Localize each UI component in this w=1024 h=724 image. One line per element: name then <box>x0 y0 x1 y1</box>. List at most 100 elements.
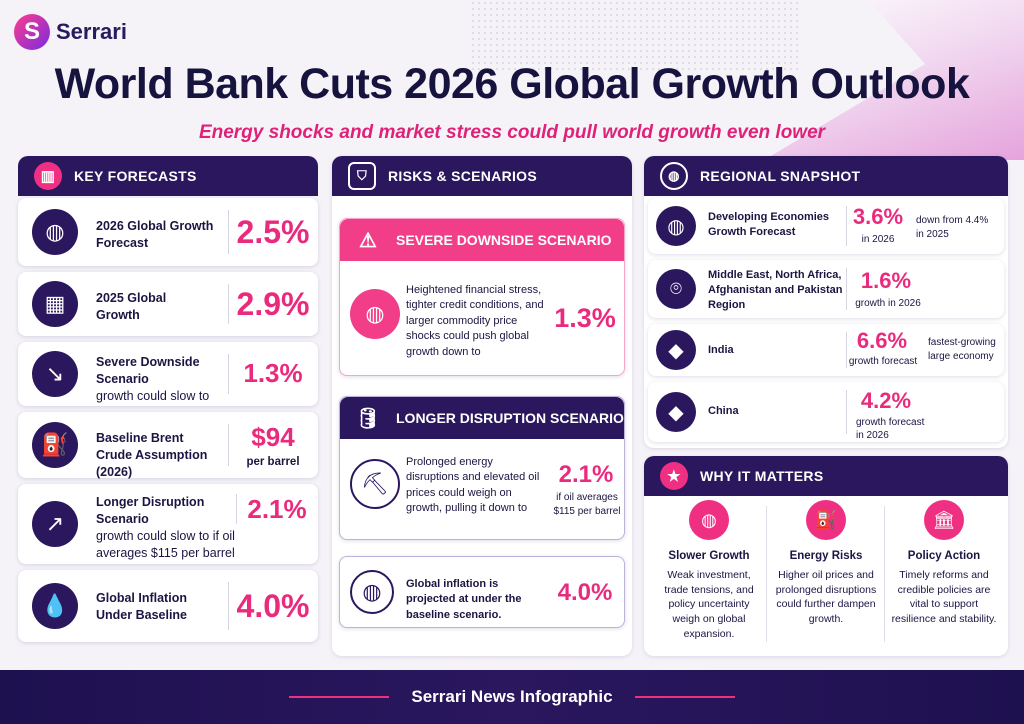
star-icon: ★ <box>660 462 688 490</box>
globe-icon: ◍ <box>689 500 729 540</box>
region-caption: in 2026 <box>861 234 895 245</box>
inflation-text: Global inflation is projected at under t… <box>406 578 522 621</box>
severe-downside-text: Heightened financial stress, tighter cre… <box>406 284 544 358</box>
region-caption: growth forecast in 2026 <box>856 417 925 441</box>
region-label: India <box>708 344 734 356</box>
forecast-label: 2026 Global Growth Forecast <box>96 219 214 250</box>
page-title: World Bank Cuts 2026 Global Growth Outlo… <box>54 60 970 108</box>
why-item-title: Energy Risks <box>789 550 863 562</box>
forecast-label: Baseline Brent Crude Assumption (2026) <box>96 431 208 479</box>
forecast-label: Global Inflation Under Baseline <box>96 591 188 622</box>
oil-barrel-icon: ⛽ <box>32 422 78 468</box>
bank-icon: 🏛 <box>924 500 964 540</box>
china-map-icon: ◆ <box>656 392 696 432</box>
footer-text: Serrari News Infographic <box>411 687 613 706</box>
why-item-title: Slower Growth <box>668 550 750 562</box>
forecast-card-severe-downside: ↘ Severe Downside Scenario growth could … <box>18 342 318 406</box>
forecast-label: Longer Disruption Scenario <box>96 495 205 526</box>
severe-downside-card: ⚠ SEVERE DOWNSIDE SCENARIO ◍ Heightened … <box>339 218 625 376</box>
forecast-unit: per barrel <box>246 456 300 468</box>
severe-downside-heading: SEVERE DOWNSIDE SCENARIO <box>396 232 612 248</box>
footer: Serrari News Infographic <box>0 670 1024 724</box>
shield-icon: ⛉ <box>348 162 376 190</box>
region-caption: growth forecast <box>848 356 918 367</box>
forecast-value: 2.5% <box>236 214 310 250</box>
why-heading: WHY IT MATTERS <box>700 468 824 484</box>
region-card-mena: ⌾ Middle East, North Africa, Afghanistan… <box>648 260 1004 318</box>
region-note: down from 4.4% in 2025 <box>916 215 989 240</box>
severe-downside-value: 1.3% <box>554 303 616 333</box>
risks-heading: RISKS & SCENARIOS <box>388 168 538 184</box>
why-panel: ★ WHY IT MATTERS ◍ Slower Growth Weak in… <box>644 456 1008 656</box>
severe-downside-header: ⚠ SEVERE DOWNSIDE SCENARIO <box>340 219 624 261</box>
page-subtitle: Energy shocks and market stress could pu… <box>198 122 826 143</box>
india-map-icon: ◆ <box>656 330 696 370</box>
chart-down-icon: ↘ <box>32 351 78 397</box>
brand-name: Serrari <box>56 19 127 44</box>
oil-barrel-icon: ⛽ <box>806 500 846 540</box>
forecast-sublabel: growth could slow to <box>96 388 210 403</box>
region-label: China <box>708 405 739 417</box>
inflation-card: ◍ Global inflation is projected at under… <box>339 556 625 628</box>
globe-icon: ◍ <box>656 206 696 246</box>
why-item-policy-action: 🏛 Policy Action Timely reforms and credi… <box>889 500 999 627</box>
why-item-text: Timely reforms and credible policies are… <box>891 569 997 626</box>
inflation-value: 4.0% <box>557 579 613 606</box>
forecast-sublabel: growth could slow to if oil averages $11… <box>96 528 235 560</box>
oil-pump-icon: ⛏ <box>350 459 400 509</box>
key-forecasts-panel: ▥ KEY FORECASTS <box>18 156 318 646</box>
key-forecasts-heading: KEY FORECASTS <box>74 168 197 184</box>
serrari-logo-icon: S <box>14 14 50 50</box>
forecast-value: 1.3% <box>243 358 303 388</box>
calendar-icon: ▦ <box>32 281 78 327</box>
longer-disruption-text: Prolonged energy disruptions and elevate… <box>406 456 540 515</box>
forecast-card-global-2026: ◍ 2026 Global Growth Forecast 2.5% <box>18 198 318 266</box>
forecast-value: 4.0% <box>236 588 310 624</box>
globe-icon: ◍ <box>350 289 400 339</box>
map-pin-icon: ⌾ <box>656 269 696 309</box>
region-card-india: ◆ India 6.6% growth forecast fastest-gro… <box>648 324 1004 376</box>
why-header: ★ WHY IT MATTERS <box>644 456 1008 496</box>
why-item-text: Higher oil prices and prolonged disrupti… <box>775 569 877 626</box>
drop-icon: 💧 <box>32 583 78 629</box>
oil-barrel-icon: 🛢 <box>355 407 381 430</box>
globe-icon: ◍ <box>32 209 78 255</box>
regional-heading: REGIONAL SNAPSHOT <box>700 168 861 184</box>
forecast-value: 2.1% <box>247 494 307 524</box>
forecast-card-longer-disruption: ↗ Longer Disruption Scenario growth coul… <box>18 484 318 564</box>
risks-header: ⛉ RISKS & SCENARIOS <box>332 156 632 196</box>
region-value: 1.6% <box>860 268 912 293</box>
chart-up-icon: ↗ <box>32 501 78 547</box>
warning-icon: ⚠ <box>359 229 377 252</box>
world-map-dots <box>470 0 800 70</box>
forecast-card-global-inflation: 💧 Global Inflation Under Baseline 4.0% <box>18 570 318 642</box>
forecast-label: Severe Downside Scenario <box>96 355 200 386</box>
bar-chart-icon: ▥ <box>34 162 62 190</box>
why-item-energy-risks: ⛽ Energy Risks Higher oil prices and pro… <box>771 500 881 627</box>
footer-line-right <box>634 696 735 698</box>
region-value: 4.2% <box>860 388 912 413</box>
region-caption: growth in 2026 <box>855 298 921 309</box>
longer-disruption-header: 🛢 LONGER DISRUPTION SCENARIO <box>340 397 624 439</box>
why-item-text: Weak investment, trade tensions, and pol… <box>664 569 754 640</box>
longer-disruption-note: if oil averages $115 per barrel <box>553 492 621 517</box>
globe-icon: ◍ <box>350 570 394 614</box>
longer-disruption-heading: LONGER DISRUPTION SCENARIO <box>396 410 624 426</box>
forecast-card-brent-crude: ⛽ Baseline Brent Crude Assumption (2026)… <box>18 412 318 479</box>
forecast-label: 2025 Global Growth <box>96 291 167 322</box>
why-item-title: Policy Action <box>907 550 981 562</box>
region-value: 6.6% <box>856 328 908 353</box>
regional-header: ◍ REGIONAL SNAPSHOT <box>644 156 1008 196</box>
longer-disruption-value: 2.1% <box>558 461 614 488</box>
brand-logo[interactable]: S Serrari <box>14 14 127 50</box>
why-item-slower-growth: ◍ Slower Growth Weak investment, trade t… <box>654 500 764 641</box>
region-value: 3.6% <box>852 204 904 229</box>
footer-line-left <box>289 696 390 698</box>
region-card-developing: ◍ Developing Economies Growth Forecast 3… <box>648 198 1004 254</box>
region-note: fastest-growing large economy <box>928 337 996 362</box>
region-label: Middle East, North Africa, Afghanistan a… <box>708 269 843 311</box>
forecast-value: $94 <box>251 422 295 452</box>
forecast-value: 2.9% <box>236 286 310 322</box>
region-label: Developing Economies Growth Forecast <box>708 211 830 238</box>
globe-icon: ◍ <box>660 162 688 190</box>
